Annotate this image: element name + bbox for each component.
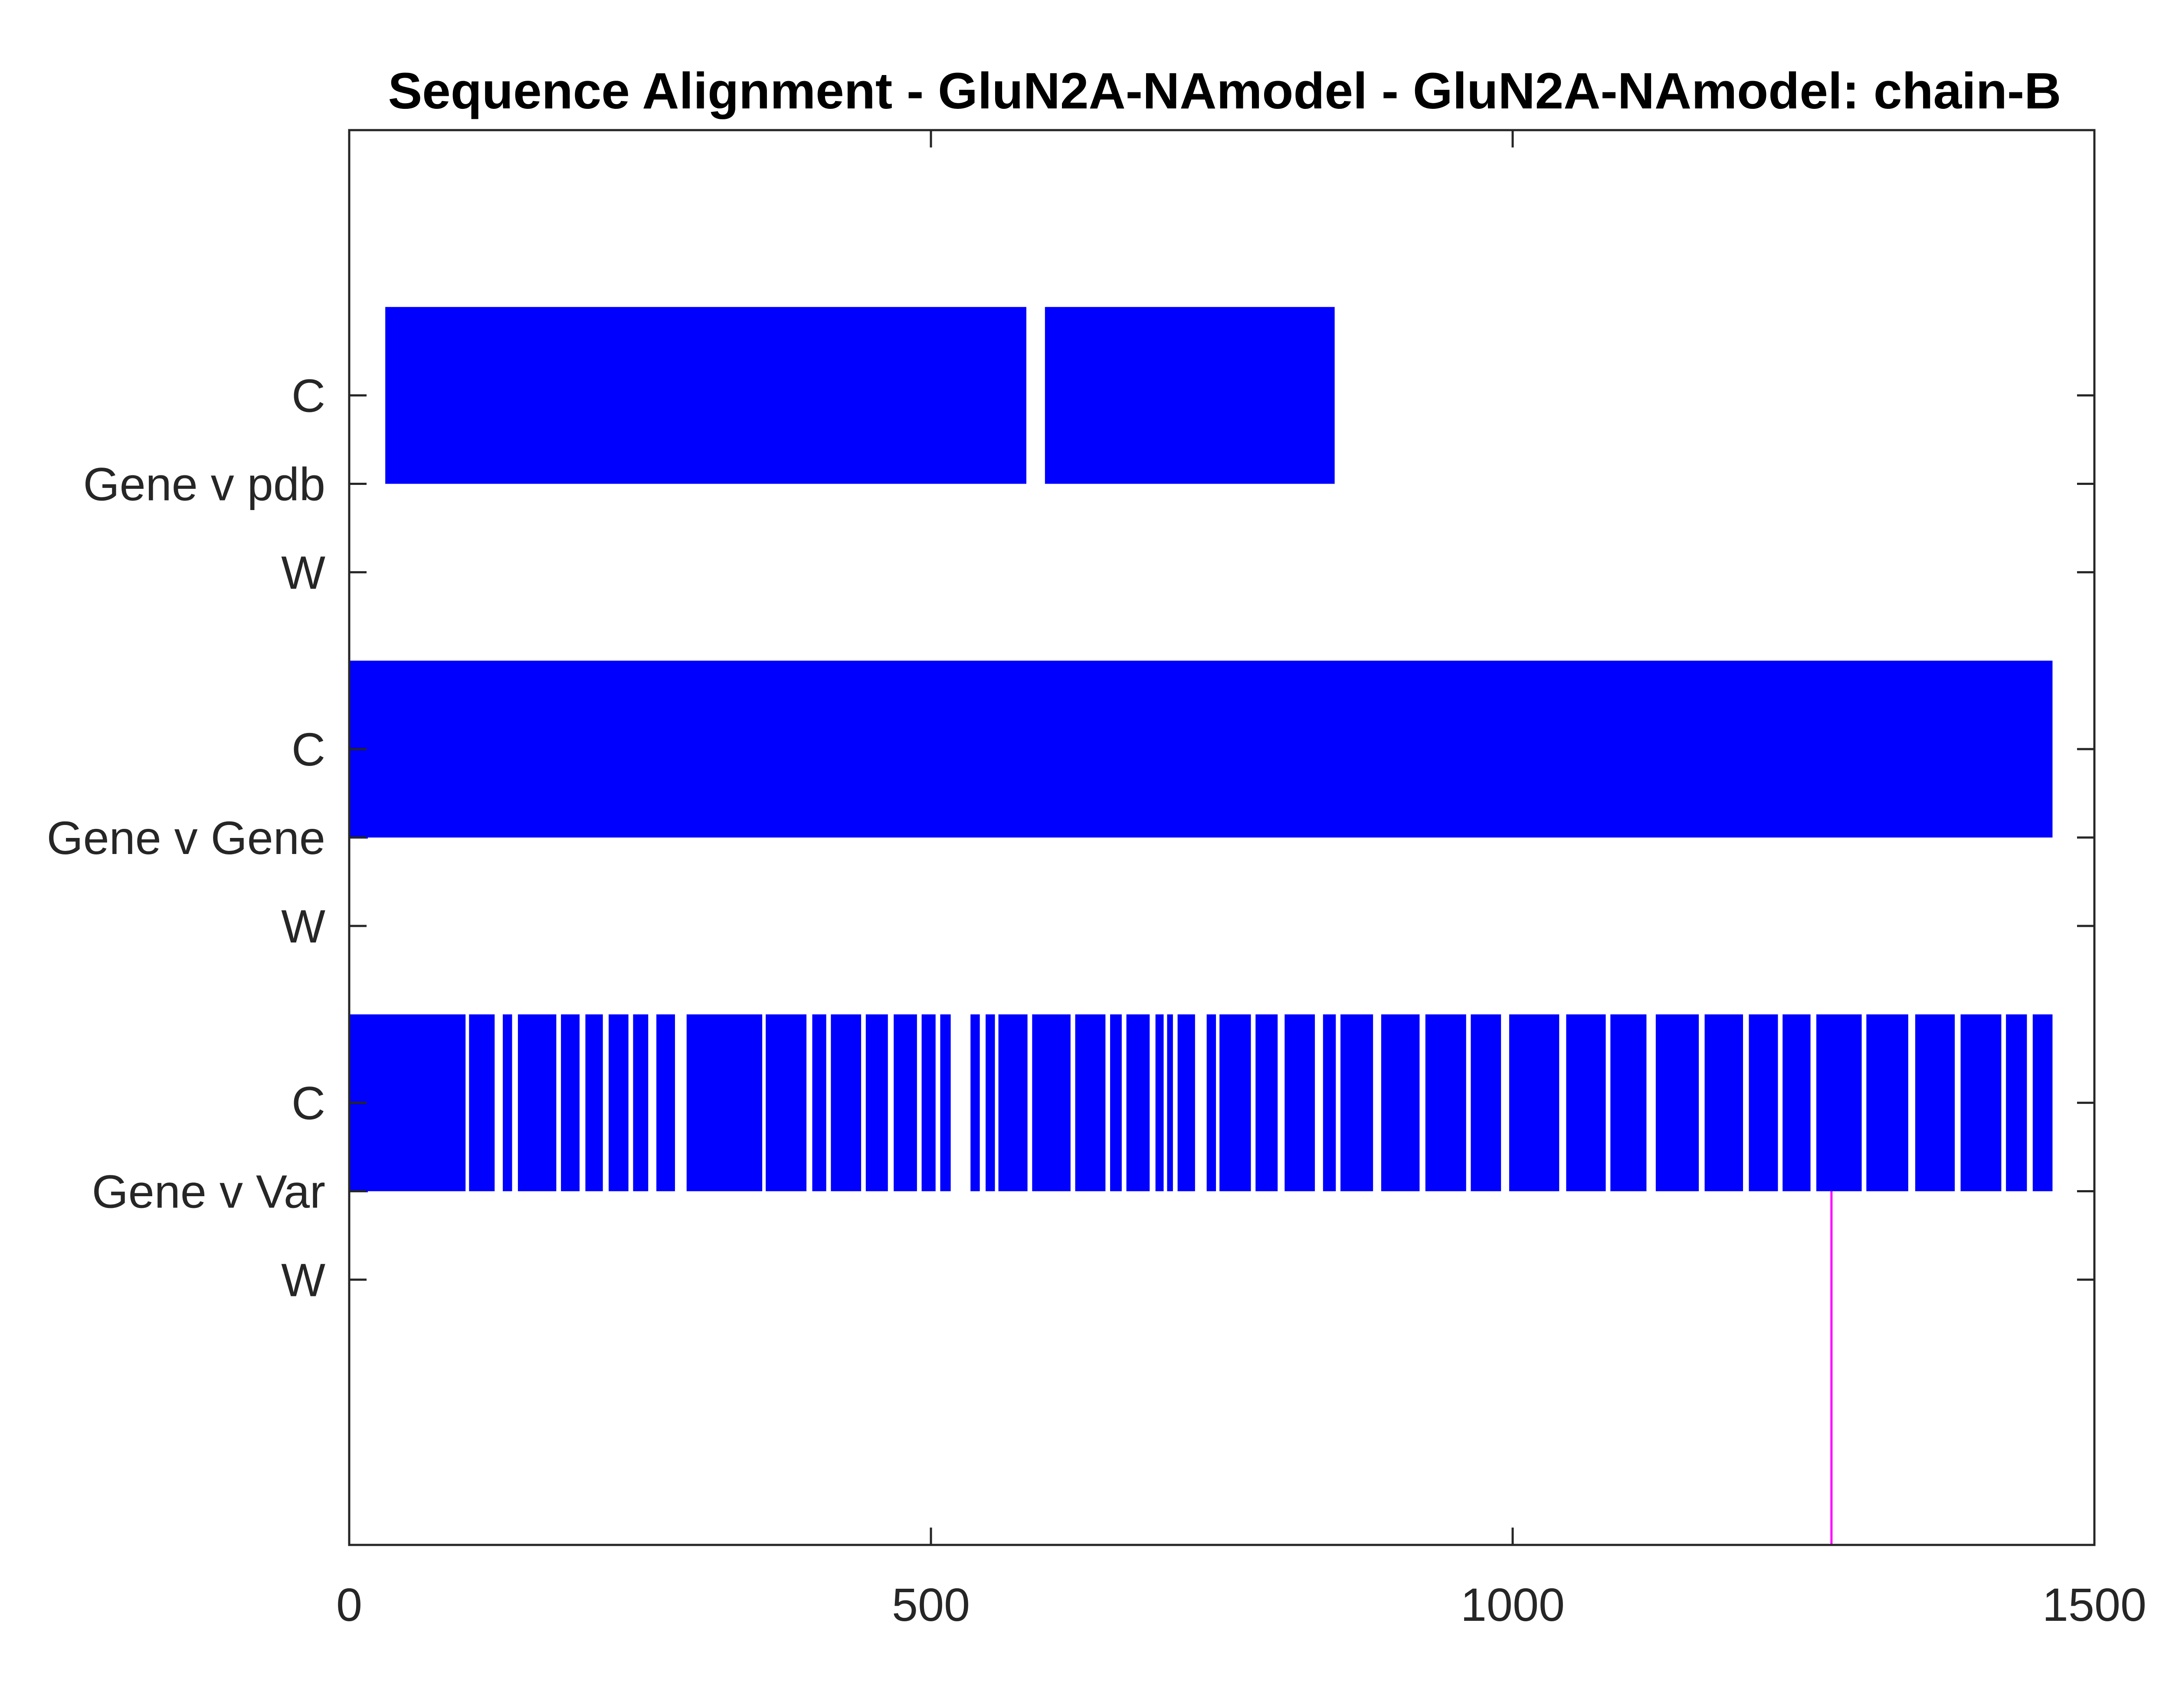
alignment-row-gene-v-gene xyxy=(349,661,2053,839)
match-bar xyxy=(1340,1014,1373,1191)
match-bar xyxy=(1749,1014,1778,1191)
match-bar xyxy=(1045,307,1335,484)
match-bar xyxy=(921,1014,936,1191)
match-bar xyxy=(469,1014,495,1191)
match-bar xyxy=(349,661,2053,838)
match-bar xyxy=(766,1014,807,1191)
match-bar xyxy=(986,1014,995,1191)
match-bar xyxy=(1155,1014,1164,1191)
match-bar xyxy=(1126,1014,1150,1191)
match-bar xyxy=(831,1014,862,1191)
match-bar xyxy=(2032,1014,2053,1191)
match-bar xyxy=(998,1014,1028,1191)
match-bar xyxy=(585,1014,603,1191)
x-tick-label: 1000 xyxy=(1461,1578,1565,1631)
match-bar xyxy=(1655,1014,1699,1191)
match-bar xyxy=(609,1014,629,1191)
match-bar xyxy=(1032,1014,1071,1191)
match-bar xyxy=(1610,1014,1647,1191)
match-bar xyxy=(656,1014,675,1191)
match-bar xyxy=(686,1014,763,1191)
match-bar xyxy=(1782,1014,1811,1191)
y-tick-label: Gene v pdb xyxy=(83,458,325,510)
match-bar xyxy=(1284,1014,1315,1191)
match-bar xyxy=(970,1014,980,1191)
match-bar xyxy=(1075,1014,1106,1191)
x-tick-label: 0 xyxy=(336,1578,362,1631)
match-bar xyxy=(1381,1014,1420,1191)
match-bar xyxy=(1425,1014,1466,1191)
match-bar xyxy=(894,1014,917,1191)
match-bar xyxy=(940,1014,951,1191)
match-bar xyxy=(812,1014,826,1191)
x-tick-label: 1500 xyxy=(2042,1578,2146,1631)
match-bar xyxy=(1866,1014,1908,1191)
match-bar xyxy=(2006,1014,2027,1191)
match-bar xyxy=(1509,1014,1560,1191)
match-bar xyxy=(503,1014,512,1191)
chart-marks xyxy=(349,307,2053,1545)
match-bar xyxy=(1704,1014,1743,1191)
match-bar xyxy=(1219,1014,1251,1191)
match-bar xyxy=(1167,1014,1173,1191)
y-tick-label: C xyxy=(292,370,325,422)
match-bar xyxy=(385,307,1026,484)
match-bar xyxy=(1110,1014,1122,1191)
match-bar xyxy=(1566,1014,1606,1191)
y-tick-label: C xyxy=(292,1077,325,1129)
match-bar xyxy=(518,1014,557,1191)
y-tick-label: Gene v Gene xyxy=(47,811,325,864)
match-bar xyxy=(1177,1014,1195,1191)
match-bar xyxy=(1816,1014,1862,1191)
match-bar xyxy=(1471,1014,1501,1191)
match-bar xyxy=(1915,1014,1955,1191)
alignment-row-gene-v-var xyxy=(349,1014,2053,1545)
y-tick-label: Gene v Var xyxy=(92,1165,325,1218)
alignment-row-gene-v-pdb xyxy=(385,307,1335,484)
tick-labels: 0 500 1000 1500 W Gene v Var C W Gene v Gene C W Ge… xyxy=(47,370,2147,1631)
match-bar xyxy=(1960,1014,2002,1191)
chart-axes xyxy=(348,129,2096,1546)
match-bar xyxy=(633,1014,649,1191)
chart-title: Sequence Alignment - GluN2A-NAmodel - Gl… xyxy=(388,62,2061,120)
match-bar xyxy=(865,1014,888,1191)
y-tick-label: W xyxy=(281,900,325,952)
match-bar xyxy=(1323,1014,1336,1191)
y-tick-label: C xyxy=(292,723,325,775)
match-bar xyxy=(561,1014,580,1191)
match-bar xyxy=(1255,1014,1278,1191)
y-tick-label: W xyxy=(281,546,325,599)
match-bar xyxy=(1206,1014,1216,1191)
match-bar xyxy=(349,1014,466,1191)
y-tick-label: W xyxy=(281,1253,325,1306)
x-tick-label: 500 xyxy=(892,1578,970,1631)
